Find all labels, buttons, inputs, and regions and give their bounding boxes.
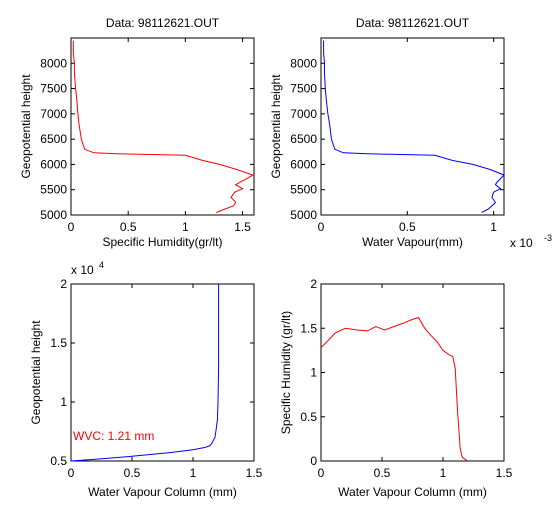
plot-area-box [70,37,255,216]
y-tick-label: 6500 [290,132,317,146]
y-tick-label: 0 [310,454,317,468]
y-axis-label: Geopotential height [29,320,43,425]
y-tick-label: 0.5 [300,410,317,424]
series-line [323,40,505,213]
x-tick-label: 1.5 [496,466,513,480]
y-axis-multiplier-exponent: 4 [99,260,104,270]
x-tick-label: 1.5 [246,466,263,480]
y-axis-multiplier: x 10 [71,263,94,277]
y-axis-label: Specific Humidity (gr/lt) [279,311,293,434]
chart-panel-2: 0 0.5 1 5000 5500 6000 6500 7000 7500 8000 Data: 9… [269,16,552,250]
y-tick-label: 8000 [290,56,317,70]
x-axis-label: Specific Humidity(gr/lt) [102,235,222,249]
chart-panel-4: 0 0.5 1 1.5 0 0.5 1 1.5 2 Water Vapour Column (mm… [279,277,513,499]
x-tick-label: 1 [182,220,189,234]
y-tick-label: 0.5 [50,454,67,468]
x-tick-label: 0.5 [374,466,391,480]
chart-title: Data: 98112621.OUT [106,16,220,30]
x-axis-multiplier-exponent: -3 [544,233,552,243]
y-tick-label: 1.5 [50,336,67,350]
y-tick-label: 1 [310,366,317,380]
y-tick-label: 6000 [40,157,67,171]
y-tick-label: 7500 [40,82,67,96]
x-tick-label: 0 [68,466,75,480]
x-tick-label: 1 [490,220,497,234]
x-axis-multiplier: x 10 [510,236,533,250]
x-axis-label: Water Vapour(mm) [362,235,463,249]
y-axis-label: Geopotential height [269,74,283,179]
y-tick-label: 6500 [40,132,67,146]
y-tick-label: 7000 [40,107,67,121]
y-tick-label: 8000 [40,56,67,70]
plot-area-box [320,283,505,462]
y-tick-label: 7500 [290,82,317,96]
x-tick-label: 1.5 [234,220,251,234]
y-tick-label: 5500 [290,183,317,197]
series-line [72,40,255,213]
x-axis-label: Water Vapour Column (mm) [88,485,237,499]
x-tick-label: 0.5 [399,220,416,234]
y-tick-label: 1.5 [300,321,317,335]
y-tick-label: 1 [60,395,67,409]
x-tick-label: 1 [190,466,197,480]
series-line [70,284,220,462]
y-tick-label: 5500 [40,183,67,197]
y-tick-label: 7000 [290,107,317,121]
plot-area-box [320,37,505,216]
y-axis-label: Geopotential height [19,74,33,179]
x-tick-label: 0 [318,220,325,234]
y-tick-label: 5000 [290,208,317,222]
x-tick-label: 1 [440,466,447,480]
x-axis-label: Water Vapour Column (mm) [338,485,487,499]
y-tick-label: 2 [310,277,317,291]
x-tick-label: 0.5 [124,466,141,480]
y-tick-label: 2 [60,277,67,291]
y-tick-label: 5000 [40,208,67,222]
chart-title: Data: 98112621.OUT [356,16,470,30]
plot-area-box [70,283,255,462]
x-tick-label: 0 [68,220,75,234]
chart-panel-1: 0 0.5 1 1.5 5000 5500 6000 6500 7000 7500 8000 Data… [19,16,255,249]
x-tick-label: 0.5 [120,220,137,234]
wvc-annotation: WVC: 1.21 mm [73,429,154,443]
x-tick-label: 0 [318,466,325,480]
series-line [320,317,468,462]
y-tick-label: 6000 [290,157,317,171]
